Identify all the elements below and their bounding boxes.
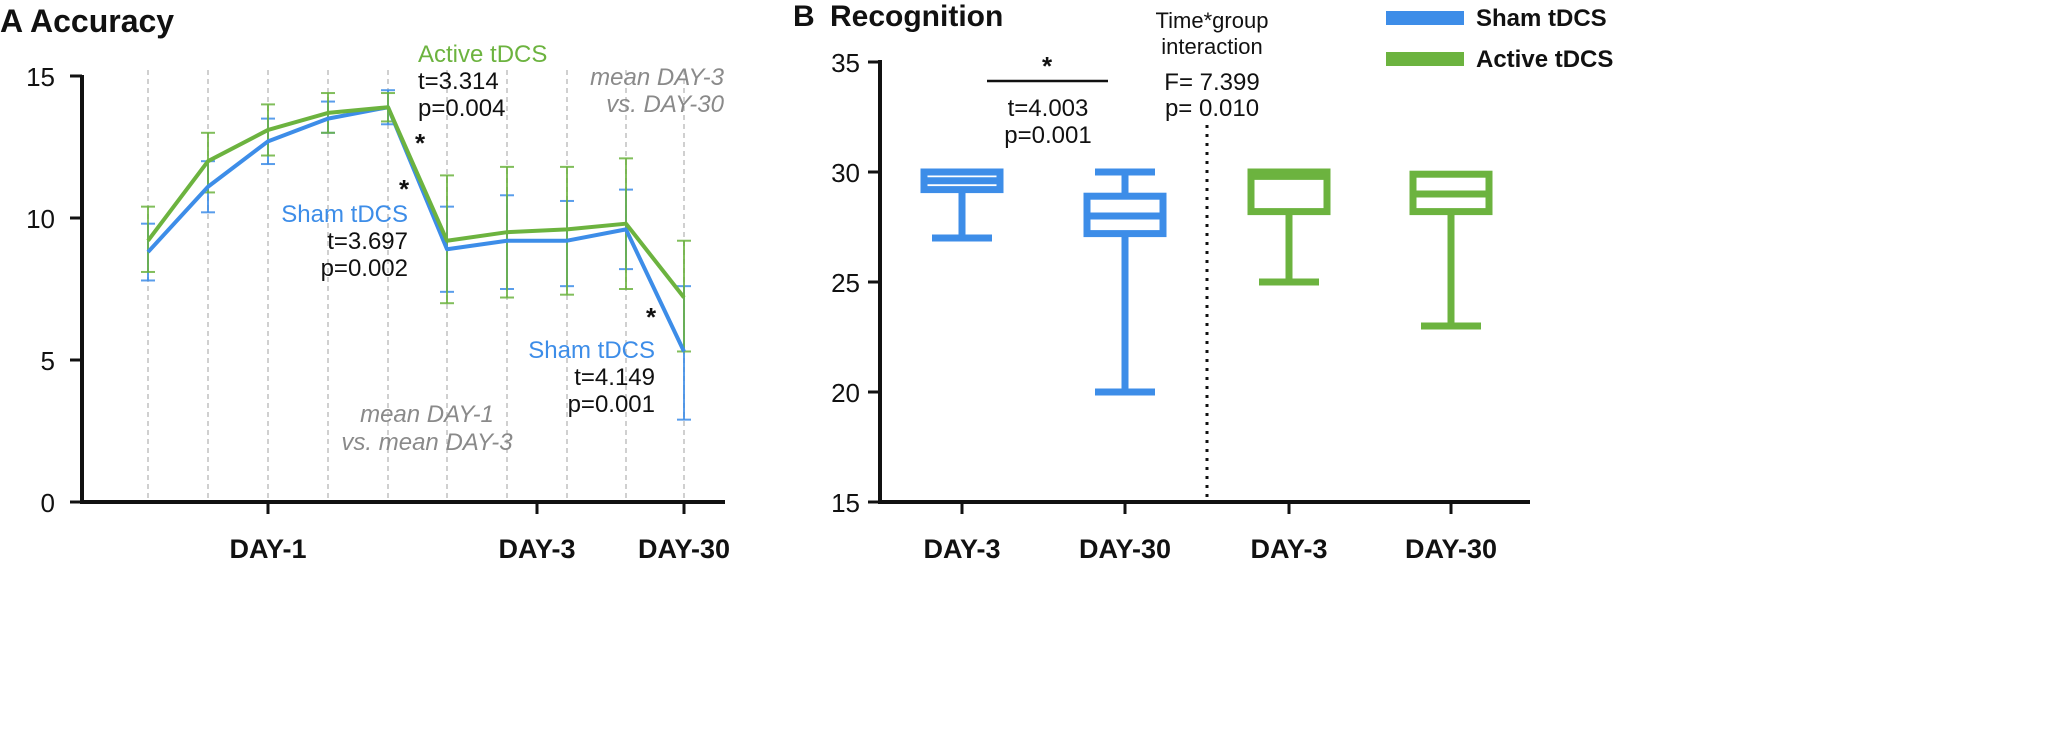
significance-star: * — [399, 174, 410, 204]
panel-a-xlabel-day30: DAY-30 — [638, 534, 730, 564]
panel-a-y-ticks: 0 5 10 15 — [26, 62, 82, 518]
significance-star: * — [415, 128, 426, 158]
panel-b-ytick-label: 35 — [831, 48, 860, 78]
panel-b: B Recognition 15 20 25 30 35 DAY-3 DAY-3… — [793, 0, 1613, 564]
active-p-value: p=0.004 — [418, 95, 505, 122]
interaction-f-stat: F= 7.399 — [1164, 69, 1259, 96]
panel-a-xlabel-day3: DAY-3 — [498, 534, 575, 564]
panel-b-xlabel: DAY-30 — [1405, 534, 1497, 564]
sham-p-value-2: p=0.001 — [568, 391, 655, 418]
significance-star: * — [1042, 51, 1053, 81]
panel-b-xlabel: DAY-3 — [923, 534, 1000, 564]
box-plot — [920, 168, 1004, 242]
sham-t-stat-1: t=3.697 — [327, 228, 408, 255]
panel-a-x-ticks — [266, 502, 686, 514]
sham-tdcs-label-1: Sham tDCS — [281, 201, 408, 228]
active-t-stat: t=3.314 — [418, 68, 499, 95]
box-plot — [1409, 170, 1493, 330]
panel-b-xlabel: DAY-30 — [1079, 534, 1171, 564]
panel-a-ytick-label: 15 — [26, 62, 55, 92]
panel-a: A Accuracy 0 5 10 15 DAY-1 DAY-3 DAY-30 … — [0, 3, 730, 564]
panel-b-title: Recognition — [830, 0, 1003, 33]
sham-p-value-1: p=0.002 — [321, 255, 408, 282]
panel-b-ytick-label: 30 — [831, 158, 860, 188]
panel-a-ytick-label: 5 — [41, 346, 55, 376]
mean-day1-vs-day3-line1: mean DAY-1 — [360, 401, 494, 428]
interaction-label-line1: Time*group — [1156, 8, 1269, 33]
significance-star: * — [646, 302, 657, 332]
panel-b-t-stat: t=4.003 — [1008, 95, 1089, 122]
panel-a-series — [141, 89, 691, 421]
legend-label-sham: Sham tDCS — [1476, 5, 1607, 32]
panel-b-letter: B — [793, 0, 815, 33]
panel-b-xlabel: DAY-3 — [1250, 534, 1327, 564]
panel-b-ytick-label: 25 — [831, 268, 860, 298]
series-line-active — [146, 105, 686, 299]
box-plot — [1247, 168, 1331, 286]
panel-b-boxes — [920, 168, 1493, 396]
interaction-p-value: p= 0.010 — [1165, 95, 1259, 122]
mean-day1-vs-day3-line2: vs. mean DAY-3 — [341, 429, 513, 456]
sham-tdcs-label-2: Sham tDCS — [528, 337, 655, 364]
legend-swatch-active — [1386, 52, 1464, 66]
mean-day3-vs-day30-line1: mean DAY-3 — [590, 64, 724, 91]
panel-b-ytick-label: 15 — [831, 488, 860, 518]
panel-a-xlabel-day1: DAY-1 — [229, 534, 306, 564]
mean-day3-vs-day30-line2: vs. DAY-30 — [606, 91, 724, 118]
legend: Sham tDCS Active tDCS — [1386, 5, 1613, 73]
sham-t-stat-2: t=4.149 — [574, 364, 655, 391]
panel-a-ytick-label: 10 — [26, 204, 55, 234]
legend-label-active: Active tDCS — [1476, 46, 1613, 73]
box-plot — [1083, 168, 1167, 396]
legend-swatch-sham — [1386, 11, 1464, 25]
active-tdcs-label: Active tDCS — [418, 41, 547, 68]
panel-b-ytick-label: 20 — [831, 378, 860, 408]
interaction-label-line2: interaction — [1161, 34, 1263, 59]
panel-b-y-ticks: 15 20 25 30 35 — [831, 48, 880, 518]
panel-a-letter: A — [0, 3, 23, 39]
panel-b-x-ticks: DAY-3 DAY-30 DAY-3 DAY-30 — [923, 502, 1497, 564]
panel-b-p-value: p=0.001 — [1004, 122, 1091, 149]
panel-a-ytick-label: 0 — [41, 488, 55, 518]
panel-a-title: Accuracy — [30, 3, 174, 39]
